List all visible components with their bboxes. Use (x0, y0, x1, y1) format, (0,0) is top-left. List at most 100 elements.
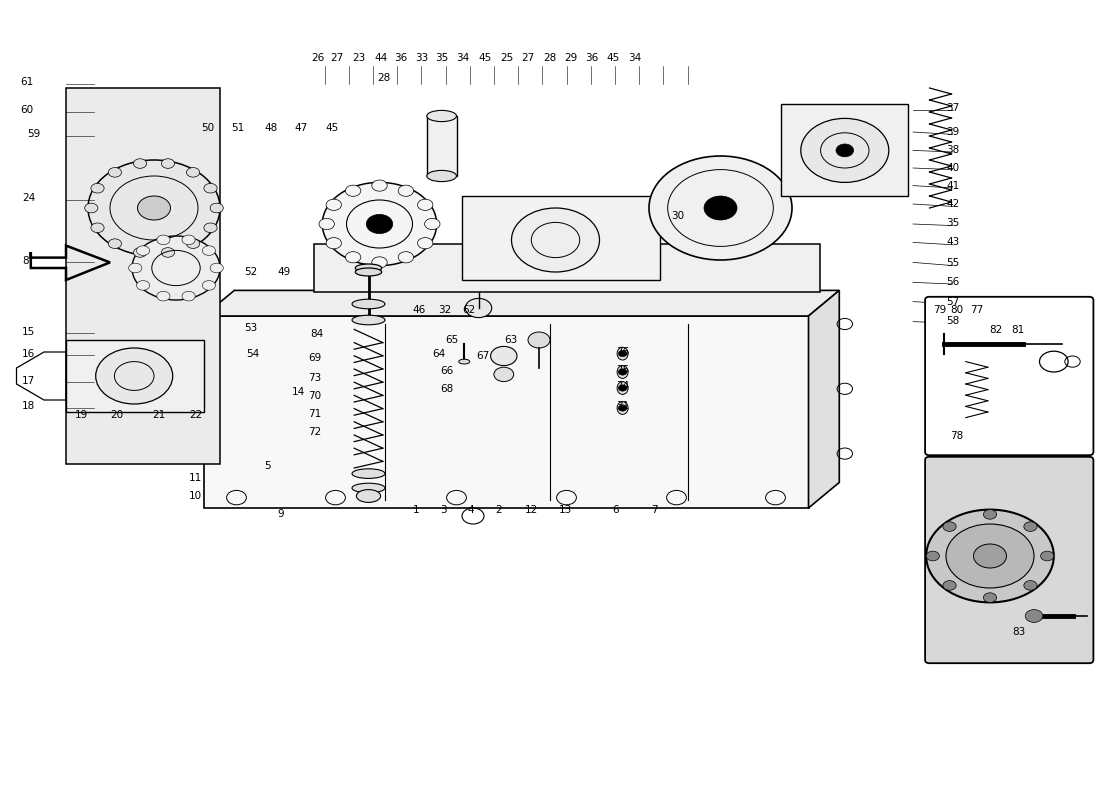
Text: 30: 30 (671, 211, 684, 221)
Circle shape (91, 183, 104, 193)
Text: 57: 57 (946, 297, 959, 306)
Text: 68: 68 (440, 384, 453, 394)
Circle shape (182, 235, 195, 245)
Text: 26: 26 (311, 54, 324, 63)
Circle shape (202, 281, 216, 290)
Text: 27: 27 (330, 54, 343, 63)
Text: 78: 78 (950, 431, 964, 441)
Circle shape (926, 510, 1054, 602)
Circle shape (974, 544, 1006, 568)
Text: eurospares: eurospares (222, 362, 504, 406)
Circle shape (465, 298, 492, 318)
Text: 62: 62 (462, 306, 475, 315)
Text: 14: 14 (292, 387, 305, 397)
Text: 69: 69 (308, 354, 321, 363)
Ellipse shape (352, 469, 385, 478)
Text: 38: 38 (946, 145, 959, 154)
Circle shape (801, 118, 889, 182)
Ellipse shape (355, 268, 382, 276)
Text: 70: 70 (308, 391, 321, 401)
Text: 28: 28 (543, 54, 557, 63)
Circle shape (1025, 610, 1043, 622)
Circle shape (345, 185, 361, 196)
Circle shape (129, 263, 142, 273)
Circle shape (326, 199, 341, 210)
Text: 50: 50 (201, 123, 214, 133)
Text: 22: 22 (189, 410, 202, 420)
Text: 61: 61 (20, 77, 33, 86)
Ellipse shape (352, 483, 385, 493)
Text: 52: 52 (244, 267, 257, 277)
Text: 21: 21 (152, 410, 165, 420)
Text: 6: 6 (613, 505, 619, 514)
Ellipse shape (356, 490, 381, 502)
Circle shape (96, 348, 173, 404)
Circle shape (204, 223, 217, 233)
Circle shape (187, 167, 200, 177)
Text: 3: 3 (440, 505, 447, 514)
Text: 31: 31 (616, 401, 629, 410)
Text: 75: 75 (616, 365, 629, 374)
Text: 36: 36 (394, 54, 407, 63)
Text: 44: 44 (374, 54, 387, 63)
Circle shape (319, 218, 334, 230)
Text: 67: 67 (476, 351, 490, 361)
Text: 45: 45 (606, 54, 619, 63)
Circle shape (1024, 522, 1037, 531)
Circle shape (1041, 551, 1054, 561)
Text: 35: 35 (436, 54, 449, 63)
Circle shape (162, 158, 175, 168)
Text: 11: 11 (189, 473, 202, 482)
Circle shape (649, 156, 792, 260)
Circle shape (202, 246, 216, 255)
Circle shape (418, 238, 433, 249)
Text: 71: 71 (308, 410, 321, 419)
Circle shape (618, 405, 627, 411)
Text: 37: 37 (946, 103, 959, 113)
Circle shape (182, 291, 195, 301)
Text: 80: 80 (950, 305, 964, 314)
Circle shape (418, 199, 433, 210)
Circle shape (372, 180, 387, 191)
Ellipse shape (617, 366, 628, 378)
Polygon shape (808, 290, 839, 508)
Circle shape (943, 522, 956, 531)
Text: 7: 7 (651, 505, 658, 514)
Text: 28: 28 (377, 74, 390, 83)
Text: 45: 45 (478, 54, 492, 63)
Circle shape (366, 214, 393, 234)
Circle shape (136, 246, 150, 255)
Text: 27: 27 (521, 54, 535, 63)
Text: 58: 58 (946, 316, 959, 326)
Text: 35: 35 (946, 218, 959, 228)
Polygon shape (204, 290, 839, 316)
Circle shape (512, 208, 600, 272)
Circle shape (88, 160, 220, 256)
Circle shape (322, 182, 437, 266)
Circle shape (618, 369, 627, 375)
Circle shape (91, 223, 104, 233)
Circle shape (162, 248, 175, 258)
Circle shape (204, 183, 217, 193)
Text: 40: 40 (946, 163, 959, 173)
Text: 10: 10 (189, 491, 202, 501)
Circle shape (528, 332, 550, 348)
Text: 65: 65 (446, 335, 459, 345)
Circle shape (136, 281, 150, 290)
Circle shape (491, 346, 517, 366)
Text: 41: 41 (946, 181, 959, 190)
Circle shape (345, 252, 361, 263)
Text: 74: 74 (616, 382, 629, 391)
Ellipse shape (427, 110, 456, 122)
Circle shape (983, 510, 997, 519)
Text: 9: 9 (277, 509, 284, 518)
Polygon shape (314, 244, 820, 292)
Text: 23: 23 (352, 54, 365, 63)
FancyBboxPatch shape (925, 297, 1093, 455)
Text: 82: 82 (989, 325, 1002, 334)
Text: eurospares: eurospares (519, 362, 801, 406)
Circle shape (326, 238, 341, 249)
Text: 54: 54 (246, 349, 260, 358)
Text: 83: 83 (1012, 627, 1025, 637)
Text: 32: 32 (438, 306, 451, 315)
